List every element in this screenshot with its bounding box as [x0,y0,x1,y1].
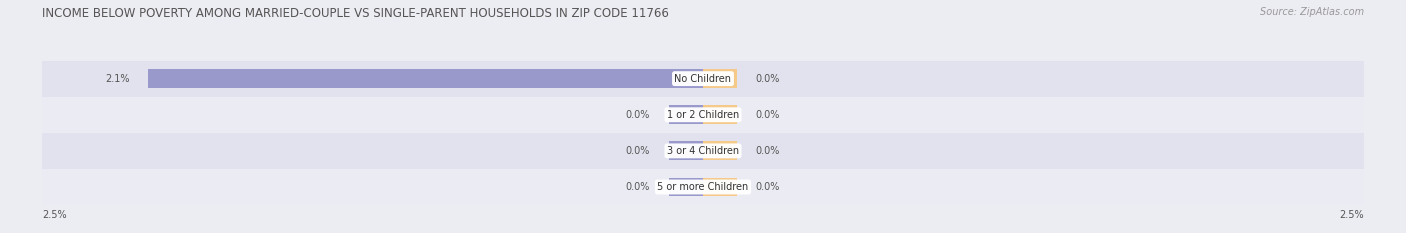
Bar [42,97,1364,133]
Text: 5 or more Children: 5 or more Children [658,182,748,192]
Text: 0.0%: 0.0% [756,182,780,192]
Text: 0.0%: 0.0% [626,182,650,192]
Bar [703,141,737,160]
Text: 0.0%: 0.0% [626,146,650,156]
Bar [669,178,703,196]
Text: 2.5%: 2.5% [42,210,67,220]
Text: Source: ZipAtlas.com: Source: ZipAtlas.com [1260,7,1364,17]
Text: 0.0%: 0.0% [756,110,780,120]
Bar [669,105,703,124]
Text: 0.0%: 0.0% [626,110,650,120]
Bar [42,61,1364,97]
Bar [669,141,703,160]
Text: 0.0%: 0.0% [756,74,780,84]
Text: No Children: No Children [675,74,731,84]
Bar [42,169,1364,205]
Bar [148,69,703,88]
Bar [42,133,1364,169]
Bar [703,178,737,196]
Text: 3 or 4 Children: 3 or 4 Children [666,146,740,156]
Text: INCOME BELOW POVERTY AMONG MARRIED-COUPLE VS SINGLE-PARENT HOUSEHOLDS IN ZIP COD: INCOME BELOW POVERTY AMONG MARRIED-COUPL… [42,7,669,20]
Text: 2.5%: 2.5% [1339,210,1364,220]
Bar [669,69,703,88]
Text: 1 or 2 Children: 1 or 2 Children [666,110,740,120]
Text: 2.1%: 2.1% [105,74,129,84]
Bar [703,105,737,124]
Bar [703,69,737,88]
Text: 0.0%: 0.0% [756,146,780,156]
